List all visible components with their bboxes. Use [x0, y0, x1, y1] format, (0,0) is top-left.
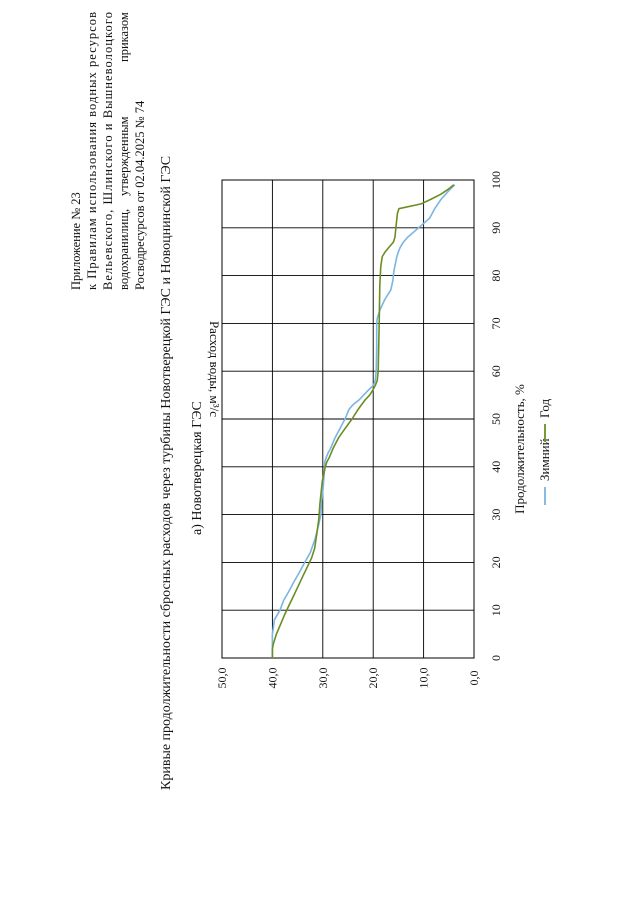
x-tick-label: 30	[489, 509, 503, 521]
legend-label-year: Год	[537, 399, 552, 418]
x-tick-label: 0	[489, 655, 503, 661]
page-title: Кривые продолжительности сбросных расход…	[159, 156, 174, 790]
x-tick-label: 80	[489, 270, 503, 282]
section-title: а) Новотверецкая ГЭС	[190, 401, 205, 535]
header-line-4b: утвержденным	[117, 116, 131, 196]
y-tick-label: 30,0	[316, 668, 330, 689]
flow-duration-chart: 0 10 20 30 40 50 60 70 80 90 100 0,0 10,0 20,0 30,0 40,…	[207, 171, 552, 689]
x-tick-label: 20	[489, 556, 503, 568]
series-line-year	[271, 184, 455, 658]
x-tick-label: 90	[489, 222, 503, 234]
x-tick-label: 50	[489, 413, 503, 425]
header-line-4a: водохранилищ,	[117, 209, 131, 290]
header-line-3: Вельевского, Шлинского и Вышневолоцкого	[101, 12, 115, 290]
x-tick-label: 100	[489, 171, 503, 189]
y-tick-label: 50,0	[215, 668, 229, 689]
x-tick-label: 70	[489, 317, 503, 329]
header-line-1: Приложение № 23	[69, 192, 83, 290]
x-axis-label: Продолжительность, %	[512, 384, 527, 514]
x-tick-label: 60	[489, 365, 503, 377]
header-line-2: к Правилам использования водных ресурсов	[85, 12, 99, 290]
series-line-winter	[271, 184, 456, 658]
y-tick-label: 40,0	[265, 668, 279, 689]
y-axis-label: Расход воды, м³/с	[207, 321, 222, 417]
x-tick-label: 10	[489, 604, 503, 616]
header-line-5: Росводресурсов от 02.04.2025 № 74	[133, 100, 147, 290]
y-tick-label: 0,0	[467, 671, 481, 686]
header-block: Приложение № 23 к Правилам использования…	[69, 12, 147, 290]
header-line-4c: приказом	[117, 12, 131, 62]
y-tick-label: 10,0	[417, 668, 431, 689]
y-tick-label: 20,0	[366, 668, 380, 689]
legend-label-winter: Зимний	[537, 438, 552, 481]
x-tick-label: 40	[489, 461, 503, 473]
